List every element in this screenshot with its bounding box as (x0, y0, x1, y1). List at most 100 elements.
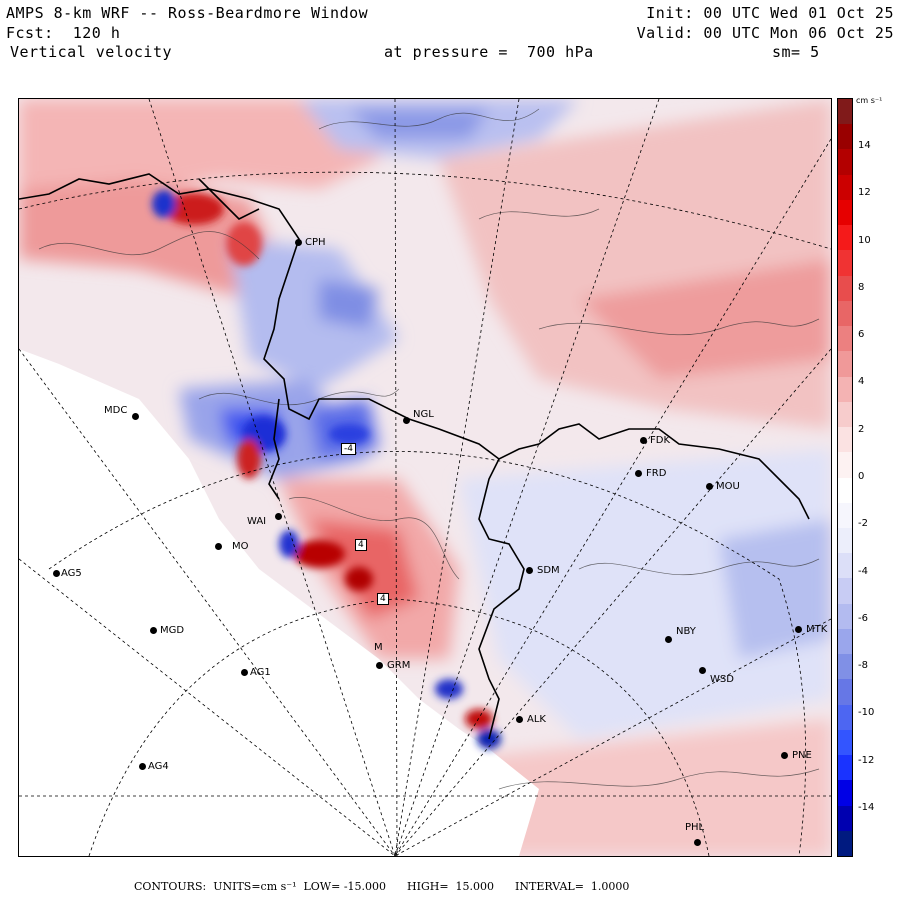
contour-label-neg4: -4 (341, 443, 356, 455)
station-dot[interactable] (275, 513, 282, 520)
colorbar-tick-label: 6 (858, 329, 865, 341)
colorbar-segment (838, 553, 852, 579)
masked-area (19, 349, 539, 856)
station-dot[interactable] (132, 413, 139, 420)
colorbar-segment (838, 502, 852, 529)
station-dot[interactable] (665, 636, 672, 643)
colorbar-segment (838, 628, 852, 655)
colorbar-segment (838, 376, 852, 403)
colorbar-tick-label: -12 (858, 754, 875, 766)
station-label: MTK (806, 624, 828, 635)
colorbar-segment (838, 275, 852, 302)
station-dot[interactable] (215, 543, 222, 550)
station-dot[interactable] (795, 626, 802, 633)
colorbar-tick-label: 10 (858, 234, 871, 246)
station-label: AG5 (61, 568, 82, 579)
contour-interval: INTERVAL= 1.0000 (515, 880, 630, 893)
colorbar-segment (838, 250, 852, 277)
contour-summary: CONTOURS: UNITS=cm s⁻¹ LOW= -15.000 (134, 880, 387, 893)
station-label: PNE (792, 750, 812, 761)
contour-label-4a: 4 (355, 539, 367, 551)
colorbar-segment (838, 225, 852, 251)
station-dot[interactable] (699, 667, 706, 674)
colorbar-segment (838, 99, 852, 125)
colorbar-segment (838, 805, 852, 832)
colorbar (837, 98, 853, 857)
station-dot[interactable] (781, 752, 788, 759)
station-label: MO (232, 541, 249, 552)
map-title: AMPS 8-km WRF -- Ross-Beardmore Window (6, 4, 369, 22)
colorbar-segment (838, 527, 852, 554)
station-label: FDK (650, 435, 671, 446)
contour-high: HIGH= 15.000 (407, 880, 495, 893)
pressure-level: at pressure = 700 hPa (384, 43, 594, 61)
colorbar-segment (838, 452, 852, 478)
colorbar-segment (838, 780, 852, 807)
station-dot[interactable] (139, 763, 146, 770)
station-label: GRM (387, 660, 411, 671)
colorbar-tick-label: -10 (858, 707, 875, 719)
station-label: WSD (710, 674, 734, 685)
station-label: PHL (685, 822, 705, 833)
station-dot[interactable] (526, 567, 533, 574)
station-dot[interactable] (694, 839, 701, 846)
colorbar-segment (838, 401, 852, 428)
colorbar-segment (838, 124, 852, 150)
colorbar-segment (838, 654, 852, 680)
colorbar-units: cm s⁻¹ (856, 96, 883, 105)
forecast-hour: Fcst: 120 h (6, 24, 121, 42)
station-label: MDC (104, 405, 128, 416)
colorbar-segment (838, 830, 852, 857)
station-label: WAI (247, 516, 267, 527)
coastline (19, 173, 810, 740)
station-dot[interactable] (150, 627, 157, 634)
station-label: NGL (413, 409, 434, 420)
colorbar-segment (838, 174, 852, 201)
colorbar-tick-label: 4 (858, 376, 865, 388)
station-dot[interactable] (241, 669, 248, 676)
colorbar-segment (838, 199, 852, 226)
contour-info: CONTOURS: UNITS=cm s⁻¹ LOW= -15.000 HIGH… (134, 880, 629, 893)
colorbar-segment (838, 704, 852, 731)
colorbar-segment (838, 427, 852, 453)
station-label: MGD (160, 625, 185, 636)
station-dot[interactable] (640, 437, 647, 444)
colorbar-tick-label: -6 (858, 612, 868, 624)
graticule (19, 99, 831, 856)
vertical-velocity-map[interactable]: -4 4 4 (18, 98, 832, 857)
colorbar-tick-label: 0 (858, 471, 865, 482)
station-label: M (374, 642, 383, 653)
colorbar-segment (838, 679, 852, 706)
station-dot[interactable] (403, 417, 410, 424)
valid-time: Valid: 00 UTC Mon 06 Oct 25 (636, 24, 894, 42)
station-dot[interactable] (516, 716, 523, 723)
station-dot[interactable] (635, 470, 642, 477)
station-label: CPH (305, 237, 326, 248)
station-label: AG1 (250, 667, 271, 678)
init-time: Init: 00 UTC Wed 01 Oct 25 (646, 4, 894, 22)
colorbar-tick-label: -8 (858, 660, 868, 672)
colorbar-segment (838, 149, 852, 176)
colorbar-segment (838, 351, 852, 378)
station-dot[interactable] (706, 483, 713, 490)
colorbar-segment (838, 326, 852, 352)
map-field (19, 99, 831, 856)
colorbar-segment (838, 477, 852, 504)
station-dot[interactable] (376, 662, 383, 669)
colorbar-segment (838, 729, 852, 756)
colorbar-tick-label: -14 (858, 802, 875, 813)
variable-name: Vertical velocity (10, 43, 173, 61)
station-dot[interactable] (53, 570, 60, 577)
colorbar-tick-label: -2 (858, 518, 868, 530)
station-label: AG4 (148, 761, 169, 772)
colorbar-tick-label: 2 (858, 423, 865, 435)
station-label: SDM (537, 565, 560, 576)
contour-lines (38, 108, 820, 790)
station-dot[interactable] (295, 239, 302, 246)
colorbar-segment (838, 578, 852, 605)
colorbar-tick-label: 8 (858, 281, 865, 293)
smoothing-value: sm= 5 (772, 43, 820, 61)
colorbar-tick-label: -4 (858, 565, 868, 577)
station-label: NBY (676, 626, 696, 637)
colorbar-tick-label: 14 (858, 140, 871, 151)
